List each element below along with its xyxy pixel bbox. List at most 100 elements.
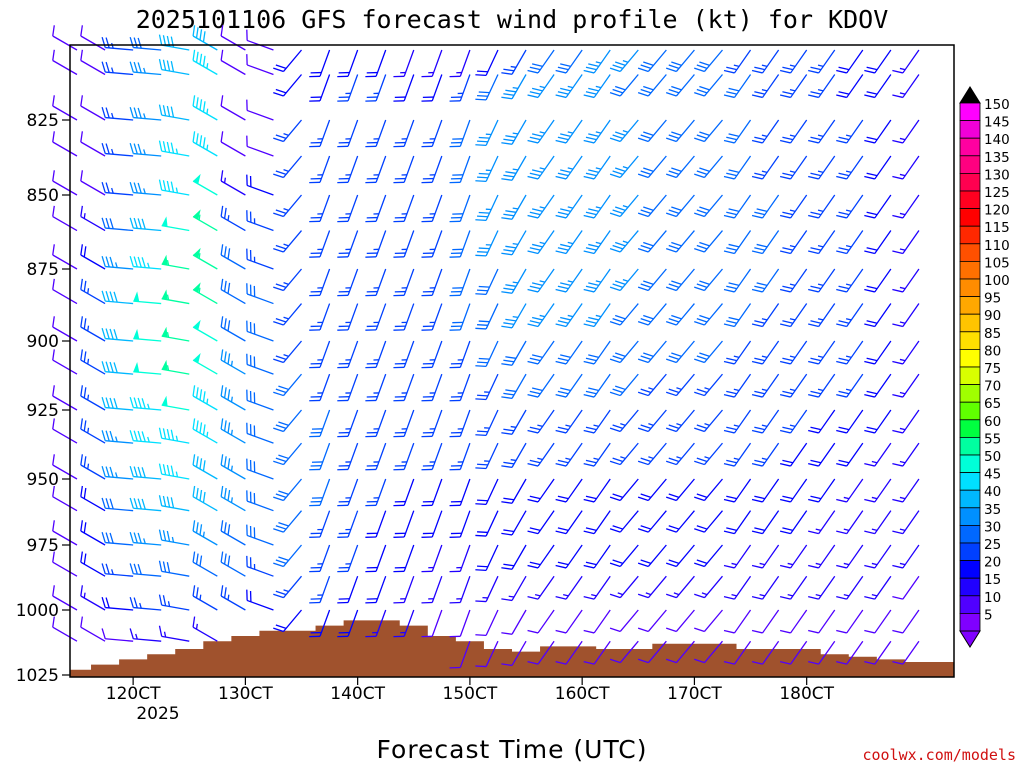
wind-barb [52,485,78,512]
wind-barb [779,640,808,665]
wind-barb [836,510,864,535]
wind-barb [665,640,695,664]
wind-barb [527,609,555,634]
wind-barb [665,340,695,364]
colorbar-swatch [959,190,981,210]
wind-barb [101,532,134,546]
colorbar-label: 130 [984,167,1010,183]
wind-barb [246,589,274,611]
wind-barb [665,119,695,143]
wind-barb [158,529,190,546]
wind-barb [609,575,639,599]
y-tick-label: 875 [27,260,59,280]
wind-barb [309,510,331,538]
wind-barb [220,95,246,121]
wind-barb [836,268,864,293]
colorbar-label: 75 [984,361,1001,377]
wind-barb [637,373,667,397]
wind-barb [246,422,274,444]
wind-barb [555,409,583,434]
colorbar-label: 115 [984,220,1010,236]
wind-barb [555,194,583,219]
wind-barb [337,609,359,638]
wind-barb [475,155,499,183]
wind-barbs-layer [52,25,920,669]
wind-barb [892,442,920,467]
wind-barb [751,268,780,293]
wind-barb [475,119,499,147]
wind-barb [52,454,78,480]
wind-barb [192,49,218,76]
wind-barb [365,478,387,507]
wind-barb [665,268,695,292]
wind-barb [449,155,471,184]
wind-barb [665,478,695,502]
colorbar-label: 85 [984,326,1001,342]
wind-barb [52,349,78,375]
wind-barb [501,373,527,400]
wind-barb [751,155,780,180]
wind-barb [723,340,752,365]
wind-barb [892,230,920,255]
wind-barb [158,427,190,444]
colorbar-swatch [959,560,981,579]
wind-barb [527,442,555,467]
wind-barb [421,478,443,507]
wind-barb [555,609,583,634]
wind-barb [161,359,190,375]
wind-barb [273,230,303,253]
wind-barb [779,155,808,180]
wind-barb [52,316,78,342]
colorbar-swatch [959,366,981,386]
wind-barb [192,173,218,196]
wind-barb [694,478,723,502]
wind-barb [337,119,359,148]
wind-barb [80,244,106,270]
wind-barb [723,373,752,398]
wind-barb [273,409,303,433]
wind-barb [393,119,415,148]
wind-barb [365,609,387,638]
wind-barb [220,131,246,157]
wind-barb [808,544,836,569]
wind-barb [779,575,808,600]
wind-barb [723,155,752,180]
wind-barb [808,609,836,634]
wind-barb [309,575,331,604]
wind-barb [527,74,555,99]
wind-barb [694,544,723,568]
wind-barb [527,49,555,74]
colorbar-swatch [959,208,981,227]
wind-barb [449,230,471,258]
wind-barb [309,194,331,223]
y-tick-label: 1000 [16,601,59,621]
wind-barb [273,478,303,502]
colorbar-label: 125 [984,185,1010,201]
wind-barb [475,74,499,101]
wind-barb [273,268,303,292]
wind-barb [192,352,218,375]
wind-barb [449,575,471,604]
wind-barb [864,303,892,328]
wind-barb [892,268,920,293]
wind-barb [527,155,555,180]
wind-barb [694,575,723,599]
wind-barb [365,409,387,438]
wind-barb [80,349,106,375]
wind-barb [527,268,555,293]
wind-barb [393,230,415,258]
wind-barb [836,49,864,74]
wind-barb [192,95,218,121]
wind-barb [694,409,723,433]
wind-barb [694,340,723,364]
wind-barb [421,49,443,78]
wind-barb [583,373,611,398]
x-tick-label: 160CT [555,684,610,704]
wind-barb [527,230,555,255]
wind-barb [101,430,134,444]
wind-barb [609,340,639,364]
wind-barb [101,497,134,512]
wind-barb [583,609,611,634]
wind-barb [192,385,218,411]
wind-barb [892,510,920,535]
